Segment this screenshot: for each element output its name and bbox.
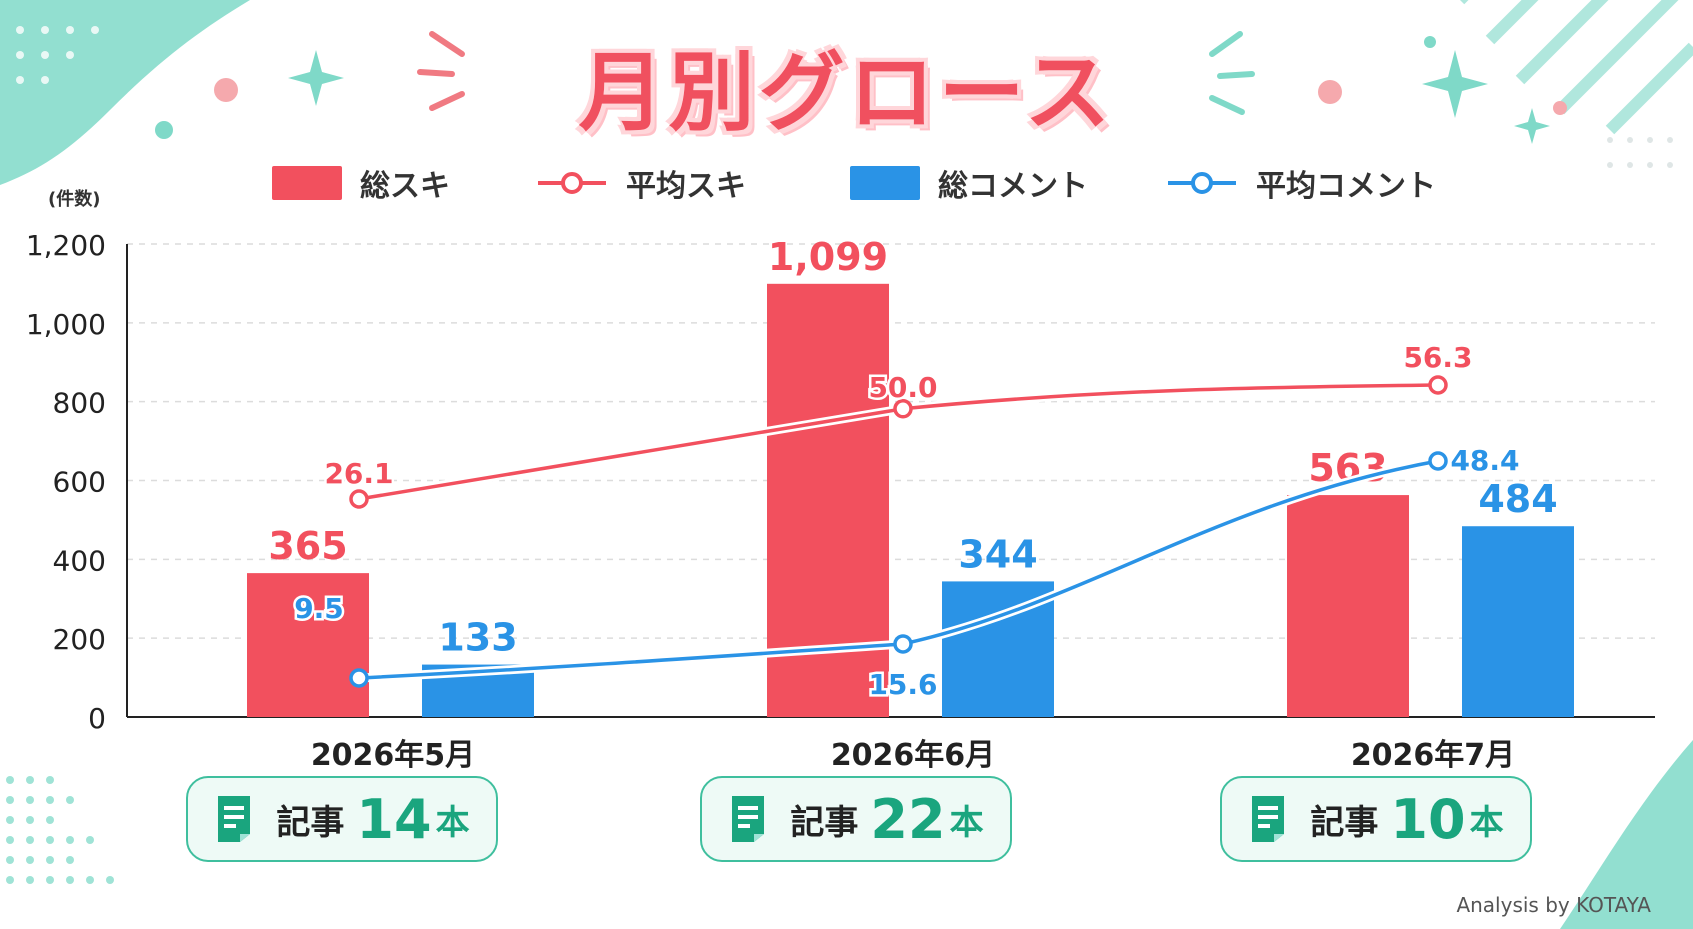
y-tick-label: 600 [53, 466, 106, 499]
y-tick-label: 0 [88, 702, 106, 735]
badge-label: 記事 [790, 802, 859, 843]
line-value-label: 48.4 [1450, 444, 1519, 477]
line-marker [1428, 375, 1448, 395]
line-value-label: 50.0 [868, 371, 937, 404]
y-tick-label: 200 [53, 623, 106, 656]
legend-label: 平均コメント [1256, 169, 1436, 204]
line-marker [893, 399, 913, 419]
y-tick-label: 800 [53, 387, 106, 420]
bar [247, 573, 369, 717]
legend-line-marker [538, 172, 606, 194]
legend-item-avg-comments: 平均コメント [1166, 163, 1436, 204]
badge-count: 14 [356, 787, 432, 851]
category-label: 2026年7月 [1350, 738, 1516, 773]
legend: 総スキ 平均スキ 総コメント 平均コメント [0, 163, 1693, 204]
line-marker [349, 489, 369, 509]
legend-item-total-likes: 総スキ [272, 163, 450, 204]
line-value-label: 15.6 [868, 668, 937, 701]
badge-count: 22 [870, 787, 946, 851]
chart-title: 月別グロース [578, 43, 1115, 143]
legend-swatch [850, 166, 920, 200]
y-tick-label: 1,200 [26, 229, 106, 262]
badge-unit: 本 [949, 802, 984, 843]
bar-value-label: 365 [268, 524, 347, 568]
badge-label: 記事 [276, 802, 345, 843]
credit-text: Analysis by KOTAYA [1456, 893, 1651, 917]
badge-unit: 本 [1469, 802, 1504, 843]
bar-value-label: 344 [958, 532, 1037, 576]
series-line [358, 383, 1439, 501]
line-value-label: 9.5 [294, 592, 344, 625]
legend-swatch [272, 166, 342, 200]
badge-count: 10 [1390, 787, 1466, 851]
y-tick-label: 1,000 [26, 308, 106, 341]
document-icon [218, 796, 251, 842]
article-count-badge: 記事 14 本 [186, 776, 498, 862]
category-label: 2026年5月 [310, 738, 476, 773]
badge-unit: 本 [435, 802, 470, 843]
y-tick-label: 400 [53, 544, 106, 577]
legend-item-avg-likes: 平均スキ [536, 163, 746, 204]
bar-value-label: 133 [438, 616, 517, 660]
legend-label: 総コメント [938, 169, 1088, 204]
legend-label: 総スキ [360, 169, 450, 204]
article-count-badge: 記事 22 本 [700, 776, 1012, 862]
legend-label: 平均スキ [626, 169, 746, 204]
line-marker [1428, 451, 1448, 471]
line-value-label: 56.3 [1403, 341, 1472, 374]
legend-line-marker [1168, 172, 1236, 194]
y-axis-unit-label: (件数) [48, 189, 101, 210]
document-icon [732, 796, 765, 842]
bar-value-label: 484 [1478, 477, 1557, 521]
legend-item-total-comments: 総コメント [850, 163, 1088, 204]
badge-label: 記事 [1310, 802, 1379, 843]
line-marker [349, 668, 369, 688]
category-label: 2026年6月 [830, 738, 996, 773]
line-value-label: 26.1 [324, 457, 393, 490]
article-count-badge: 記事 10 本 [1220, 776, 1532, 862]
bar [1287, 495, 1409, 717]
document-icon [1252, 796, 1285, 842]
bar-value-label: 1,099 [768, 235, 888, 279]
bar [1462, 526, 1574, 717]
line-marker [893, 634, 913, 654]
